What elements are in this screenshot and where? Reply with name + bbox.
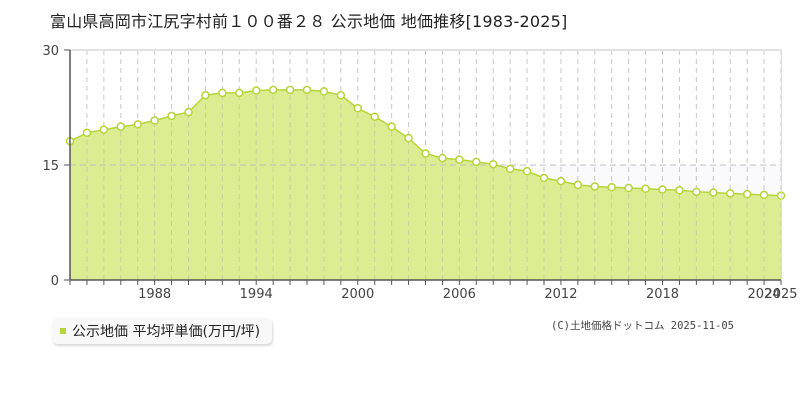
data-points	[65, 85, 786, 200]
legend-swatch-icon	[60, 328, 66, 334]
svg-text:2018: 2018	[646, 287, 679, 302]
svg-text:2025: 2025	[764, 287, 797, 302]
y-axis-ticks: 0 15 30	[42, 44, 70, 289]
svg-text:0: 0	[51, 274, 59, 289]
svg-text:1988: 1988	[138, 287, 171, 302]
svg-text:30: 30	[42, 44, 59, 59]
svg-text:2006: 2006	[443, 287, 476, 302]
vertical-gridlines-over-area	[86, 89, 781, 280]
legend-label: 公示地価 平均坪単価(万円/坪)	[72, 324, 261, 340]
svg-text:1994: 1994	[240, 287, 273, 302]
copyright-text: (C)土地価格ドットコム 2025-11-05	[551, 320, 735, 332]
svg-text:2000: 2000	[341, 287, 374, 302]
svg-text:2024: 2024	[748, 287, 781, 302]
legend: 公示地価 平均坪単価(万円/坪)	[52, 318, 273, 344]
svg-text:15: 15	[42, 159, 59, 174]
area-fill	[70, 89, 781, 281]
chart-title: 富山県高岡市江尻字村前１００番２８ 公示地価 地価推移[1983-2025]	[50, 12, 568, 31]
svg-text:2012: 2012	[544, 287, 577, 302]
